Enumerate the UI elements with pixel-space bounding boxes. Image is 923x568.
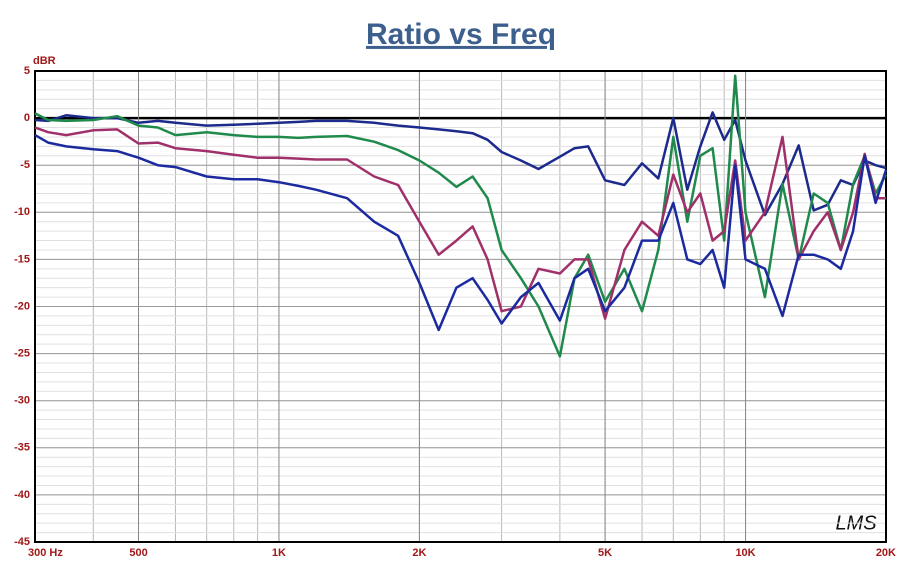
y-axis-label: dBR: [33, 55, 56, 67]
y-tick-label: -25: [14, 348, 30, 360]
y-tick-label: -20: [14, 300, 30, 312]
y-tick-label: -15: [14, 253, 30, 265]
series-line: [34, 126, 886, 320]
x-tick-label: 2K: [412, 547, 426, 559]
y-tick-label: -40: [14, 489, 30, 501]
series-line: [34, 74, 888, 358]
y-tick-label: -30: [14, 395, 30, 407]
plot-frame: [34, 70, 887, 543]
x-tick-label: 10K: [735, 547, 755, 559]
x-tick-label: 1K: [272, 547, 286, 559]
x-tick-label: 20K: [876, 547, 896, 559]
y-tick-label: -45: [14, 536, 30, 548]
chart-title: Ratio vs Freq: [366, 18, 556, 51]
y-tick-label: -5: [20, 159, 30, 171]
x-tick-label: 300 Hz: [28, 547, 63, 559]
y-tick-label: -35: [14, 442, 30, 454]
y-tick-label: -10: [14, 206, 30, 218]
y-tick-label: 5: [24, 65, 30, 77]
series-line: [34, 134, 888, 332]
y-tick-label: 0: [24, 112, 30, 124]
x-tick-label: 500: [129, 547, 147, 559]
x-tick-label: 5K: [598, 547, 612, 559]
